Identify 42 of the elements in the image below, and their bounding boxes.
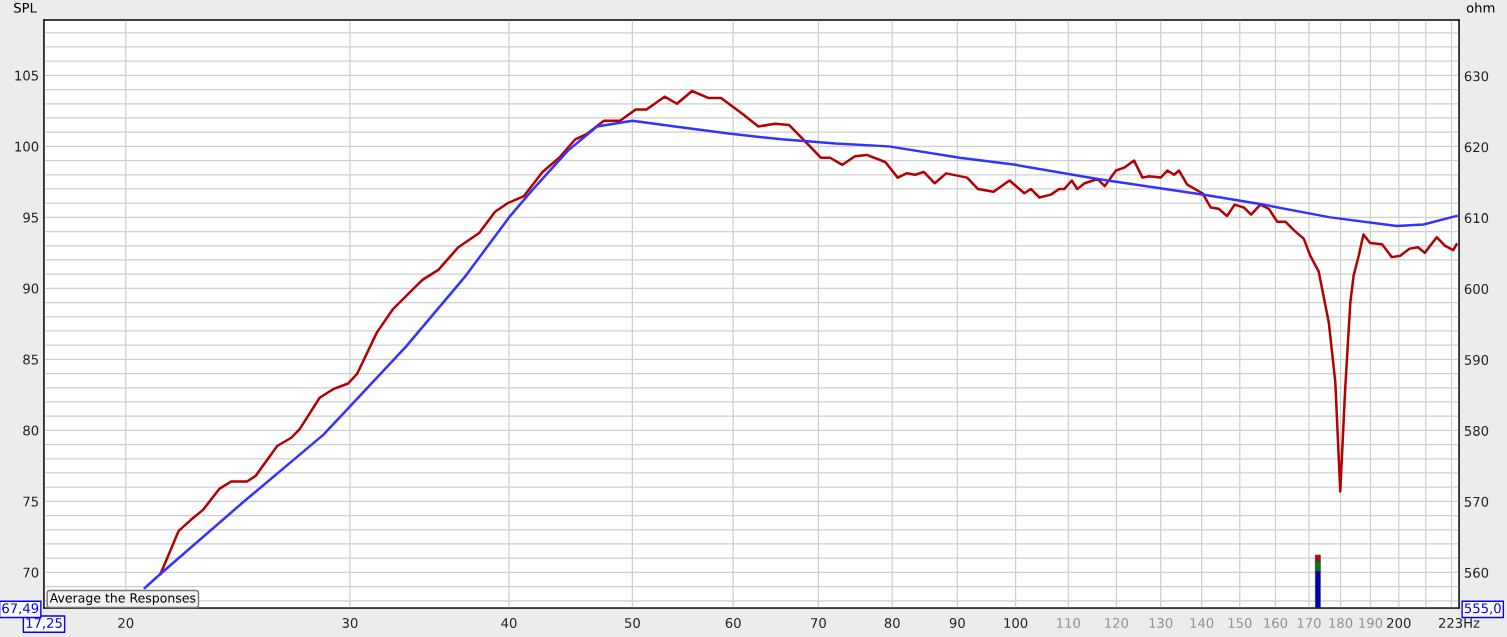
y2-tick-label: 600 [1464, 284, 1489, 295]
y2-axis-title: ohm [1466, 2, 1495, 13]
x-tick-label: 50 [625, 617, 640, 628]
x-tick-label: 223Hz [1438, 617, 1480, 628]
x-tick-label: 80 [884, 617, 900, 628]
x-tick-label: 20 [118, 617, 134, 628]
x-tick-label: 70 [811, 617, 826, 628]
y2-tick-label: 570 [1464, 496, 1489, 507]
x-tick-label: 160 [1264, 617, 1288, 628]
x-tick-label: 190 [1359, 617, 1383, 628]
x-tick-label: 90 [949, 617, 965, 628]
x-tick-label: 30 [342, 617, 358, 628]
x-tick-label: 17,25 [26, 617, 62, 630]
x-tick-label: 180 [1329, 617, 1353, 628]
y-tick-label: 105 [15, 70, 38, 81]
x-tick-label: 40 [501, 617, 517, 628]
y2-tick-label: 630 [1464, 71, 1489, 82]
x-tick-label: 140 [1190, 617, 1214, 628]
y-tick-label: 90 [23, 283, 39, 294]
x-tick-label: 150 [1228, 617, 1252, 628]
y-tick-label: 100 [15, 141, 39, 152]
y-tick-label: 95 [23, 212, 38, 223]
x-tick-label: 200 [1387, 617, 1411, 628]
x-tick-label: 60 [725, 617, 741, 628]
y-tick-label: 75 [23, 496, 38, 507]
y-tick-label: 70 [23, 567, 39, 578]
y-tick-label: 67,49 [2, 603, 39, 615]
annotation: Average the Responses [49, 592, 196, 606]
y-axis-title: SPL [14, 2, 37, 13]
y-tick-label: 80 [23, 425, 39, 436]
y2-tick-label: 620 [1464, 142, 1489, 153]
x-tick-label: 170 [1297, 617, 1321, 628]
y2-tick-label: 590 [1464, 354, 1489, 365]
y2-tick-label: 610 [1464, 213, 1489, 224]
x-tick-label: 130 [1149, 617, 1173, 628]
y-tick-label: 85 [23, 354, 38, 365]
x-tick-label: 120 [1105, 617, 1129, 628]
x-tick-label: 100 [1004, 617, 1028, 628]
x-tick-label: 110 [1057, 617, 1081, 628]
y2-tick-label: 580 [1464, 425, 1489, 436]
y2-tick-label: 555,0 [1464, 603, 1501, 615]
y2-tick-label: 560 [1464, 567, 1489, 578]
